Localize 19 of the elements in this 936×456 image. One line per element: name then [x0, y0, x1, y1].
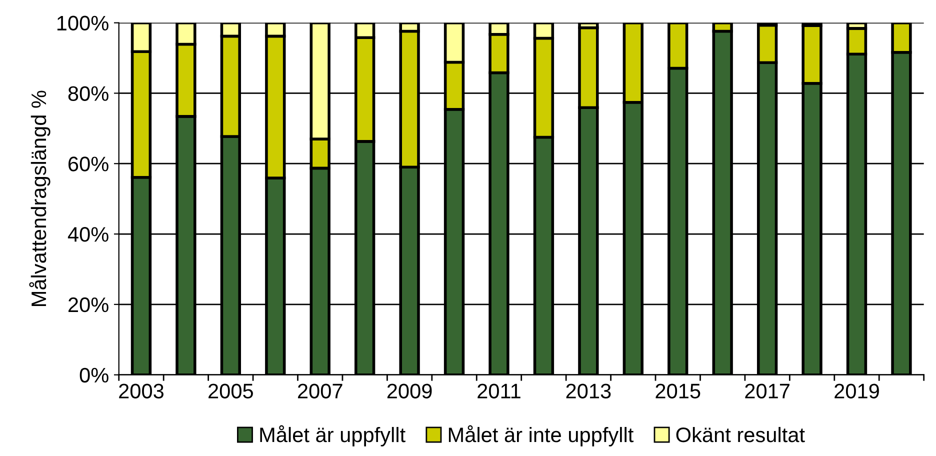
- y-tick-label: 100%: [57, 16, 108, 31]
- y-tick-label: 80%: [68, 86, 108, 101]
- y-axis-title: Målvattendragslängd %: [29, 90, 50, 306]
- x-tick-label: 2015: [656, 384, 700, 398]
- x-tick-label: 2017: [745, 384, 790, 398]
- y-tick-label: 20%: [68, 297, 108, 312]
- x-tick-label: 2009: [387, 384, 432, 398]
- legend-label: Målet är uppfyllt: [260, 425, 406, 446]
- legend-label: Målet är inte uppfyllt: [448, 425, 634, 446]
- x-tick-label: 2013: [566, 384, 611, 398]
- x-tick-label: 2019: [834, 384, 879, 398]
- x-tick-label: 2003: [119, 384, 164, 398]
- y-tick-label: 60%: [68, 156, 108, 172]
- x-tick-label: 2011: [478, 384, 520, 398]
- x-tick-label: 2007: [298, 384, 342, 398]
- x-tick-label: 2005: [208, 384, 253, 398]
- y-tick-label: 0%: [80, 368, 108, 383]
- legend-label: Okänt resultat: [676, 426, 805, 442]
- y-tick-label: 40%: [68, 227, 108, 242]
